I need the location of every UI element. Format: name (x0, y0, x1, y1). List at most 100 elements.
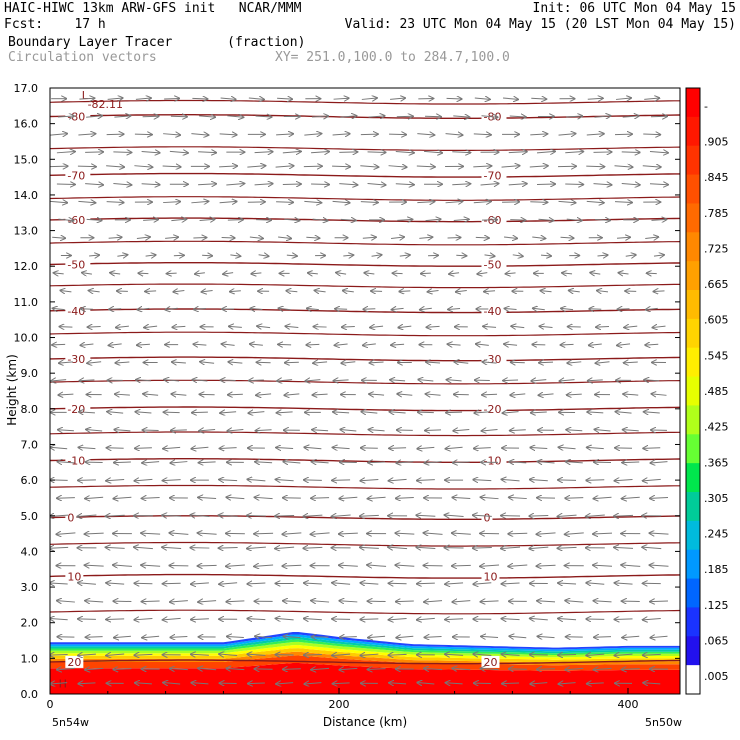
vector-arrow (106, 547, 125, 548)
vector-arrow (135, 683, 152, 684)
vector-arrow (163, 134, 180, 135)
vector-arrow (452, 497, 471, 498)
vector-arrow (50, 547, 69, 548)
vector-arrow (50, 683, 68, 684)
vector-arrow (106, 619, 125, 620)
isotherm-line (50, 573, 680, 579)
isotherm-label-bg (481, 454, 507, 467)
vector-arrow (333, 412, 350, 413)
vector-arrow (276, 448, 294, 449)
vector-arrow (424, 151, 442, 152)
vector-arrow (418, 380, 434, 381)
vector-arrow (198, 152, 216, 153)
vector-arrow (589, 344, 602, 345)
vector-arrow (227, 429, 244, 430)
isotherm-label-bg (481, 511, 493, 524)
vector-arrow (107, 412, 124, 413)
vector-arrow (509, 462, 527, 463)
isotherm-line (50, 146, 680, 151)
vector-arrow (286, 291, 298, 292)
vector-arrow (389, 134, 406, 135)
vector-arrow (446, 98, 462, 99)
vector-arrow (113, 497, 132, 498)
vector-arrow (332, 515, 351, 516)
vector-arrow (417, 202, 434, 203)
vector-arrow (276, 134, 293, 135)
vector-arrow (247, 583, 266, 584)
y-tick-label: 13.0 (14, 225, 39, 238)
tracer-band (50, 634, 680, 652)
vector-arrow (483, 326, 497, 327)
vector-arrow (475, 237, 489, 238)
colorbar-swatch (686, 434, 700, 464)
vector-arrow (333, 683, 350, 684)
vector-arrow (191, 583, 209, 584)
vector-arrow (254, 533, 274, 534)
vector-arrow (539, 362, 554, 363)
vector-arrow (622, 497, 640, 498)
colorbar-label: .785 (704, 207, 729, 220)
vector-arrow (249, 237, 263, 238)
vector-arrow (426, 394, 441, 395)
vector-arrow (360, 619, 379, 620)
colorbar-swatch (686, 145, 700, 176)
vector-arrow (646, 308, 658, 309)
vector-arrow (643, 618, 661, 619)
vector-arrow (537, 601, 556, 602)
vector-arrow (106, 583, 125, 584)
isotherm-line (50, 99, 680, 105)
vector-arrow (559, 447, 576, 448)
y-tick-label: 0.0 (21, 688, 39, 701)
vector-arrow (425, 219, 441, 220)
vector-arrow (248, 683, 265, 684)
vector-arrow (558, 515, 577, 516)
x-end-endpoint-label: 5n50w (645, 716, 682, 729)
vector-arrow (219, 548, 238, 549)
vector-arrow (509, 116, 526, 117)
isotherm-label: -10 (67, 455, 85, 468)
vector-arrow (473, 201, 491, 202)
vector-arrow (332, 166, 350, 167)
vector-arrow (247, 166, 265, 167)
vector-arrow (481, 116, 498, 117)
vector-arrow (594, 429, 611, 430)
vector-arrow (473, 515, 492, 516)
vector-arrow (645, 344, 659, 345)
vector-arrow (279, 308, 291, 309)
vector-arrow (651, 219, 666, 220)
vector-arrow (389, 683, 407, 684)
isotherm-line (50, 431, 680, 437)
vector-arrow (230, 255, 240, 256)
vector-arrow (199, 462, 216, 463)
vector-arrow (453, 116, 469, 117)
vector-arrow (255, 497, 273, 498)
isotherm-label-bg (481, 169, 507, 182)
vector-arrow (50, 201, 67, 202)
vector-arrow (368, 636, 386, 637)
vector-arrow (417, 683, 435, 684)
vector-arrow (50, 166, 68, 167)
plot-background (50, 88, 680, 694)
vector-arrow (57, 462, 75, 463)
vector-arrow (107, 98, 123, 99)
vector-arrow (219, 480, 238, 481)
vector-arrow (395, 152, 414, 153)
vector-arrow (445, 654, 464, 655)
vector-arrow (501, 547, 521, 548)
vector-arrow (649, 533, 669, 534)
isotherm-line (50, 515, 680, 520)
vector-arrow (202, 290, 213, 291)
colorbar-label: .365 (704, 456, 729, 469)
x-start-endpoint-label: 5n54w (52, 716, 89, 729)
vector-arrow (226, 184, 244, 185)
vector-arrow (109, 344, 122, 345)
vector-arrow (54, 273, 64, 274)
vector-arrow (284, 219, 299, 220)
vector-arrow (446, 447, 463, 448)
vector-arrow (558, 134, 576, 135)
y-tick-label: 14.0 (14, 189, 39, 202)
vector-arrow (134, 166, 152, 167)
vector-arrow (339, 184, 357, 185)
vector-arrow (311, 533, 330, 534)
vector-arrow (142, 116, 159, 117)
